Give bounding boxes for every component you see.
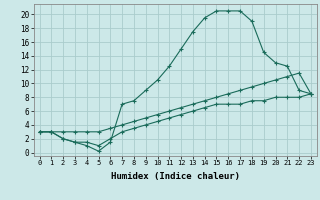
X-axis label: Humidex (Indice chaleur): Humidex (Indice chaleur): [111, 172, 240, 181]
